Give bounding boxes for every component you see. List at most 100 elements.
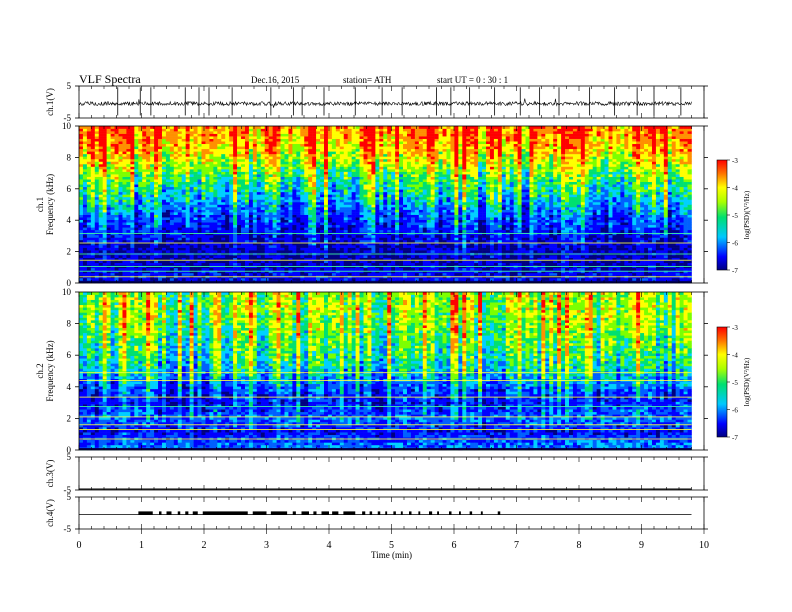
heatmap-cell — [292, 227, 297, 231]
heatmap-cell — [90, 237, 96, 241]
heatmap-cell — [248, 189, 254, 193]
heatmap-cell — [173, 184, 179, 188]
heatmap-cell — [185, 169, 190, 172]
heatmap-cell — [308, 131, 313, 134]
heatmap-cell — [213, 148, 218, 152]
heatmap-cell — [308, 133, 313, 137]
heatmap-cell — [284, 169, 289, 172]
heatmap-cell — [256, 133, 262, 137]
heatmap-cell — [339, 242, 345, 246]
heatmap-cell — [383, 169, 388, 172]
heatmap-cell — [150, 255, 155, 258]
heatmap-cell — [79, 146, 84, 150]
heatmap-cell — [122, 201, 127, 205]
heatmap-cell — [272, 171, 277, 175]
heatmap-cell — [379, 174, 384, 177]
heatmap-cell — [165, 148, 171, 152]
heatmap-cell — [233, 219, 238, 223]
heatmap-cell — [114, 181, 119, 185]
heatmap-cell — [387, 161, 392, 165]
heatmap-cell — [134, 133, 139, 137]
heatmap-cell — [79, 219, 84, 223]
heatmap-cell — [118, 239, 123, 243]
heatmap-cell — [335, 136, 341, 139]
heatmap-cell — [237, 158, 242, 162]
heatmap-cell — [158, 196, 163, 200]
heatmap-cell — [371, 194, 376, 198]
heatmap-cell — [304, 196, 309, 200]
heatmap-cell — [241, 156, 246, 160]
heatmap-cell — [375, 191, 380, 195]
heatmap-cell — [114, 204, 119, 208]
heatmap-cell — [335, 143, 341, 147]
heatmap-cell — [201, 186, 206, 190]
heatmap-cell — [320, 186, 325, 190]
heatmap-cell — [280, 131, 285, 134]
heatmap-cell — [300, 196, 305, 200]
heatmap-cell — [189, 212, 194, 215]
heatmap-cell — [110, 270, 115, 274]
heatmap-cell — [391, 245, 396, 248]
heatmap-cell — [256, 166, 262, 170]
heatmap-cell — [193, 250, 198, 253]
heatmap-cell — [154, 255, 159, 258]
heatmap-cell — [79, 143, 84, 147]
heatmap-cell — [106, 229, 111, 233]
heatmap-cell — [244, 158, 250, 162]
heatmap-cell — [102, 237, 107, 241]
heatmap-cell — [355, 201, 360, 205]
heatmap-cell — [134, 255, 139, 258]
heatmap-cell — [146, 224, 151, 228]
heatmap-cell — [391, 237, 396, 241]
heatmap-cell — [367, 239, 372, 243]
heatmap-cell — [209, 186, 214, 190]
heatmap-cell — [150, 196, 155, 200]
heatmap-cell — [102, 272, 107, 276]
heatmap-cell — [79, 277, 84, 281]
heatmap-cell — [181, 260, 186, 264]
heatmap-cell — [268, 262, 273, 266]
heatmap-cell — [284, 212, 289, 215]
heatmap-cell — [122, 217, 127, 220]
heatmap-cell — [177, 156, 183, 160]
heatmap-cell — [134, 257, 139, 261]
heatmap-cell — [173, 272, 179, 276]
heatmap-cell — [126, 131, 131, 134]
heatmap-cell — [189, 245, 194, 248]
heatmap-cell — [391, 207, 396, 210]
heatmap-cell — [158, 257, 163, 261]
heatmap-cell — [229, 169, 234, 172]
heatmap-cell — [260, 214, 266, 218]
heatmap-cell — [134, 242, 139, 246]
heatmap-cell — [217, 204, 222, 208]
heatmap-cell — [252, 126, 258, 129]
heatmap-cell — [280, 196, 285, 200]
heatmap-cell — [169, 247, 175, 251]
heatmap-cell — [86, 126, 92, 129]
heatmap-cell — [387, 138, 392, 142]
heatmap-cell — [387, 204, 392, 208]
heatmap-cell — [347, 237, 352, 241]
heatmap-cell — [355, 212, 360, 215]
heatmap-cell — [331, 143, 337, 147]
heatmap-cell — [110, 166, 115, 170]
heatmap-cell — [185, 272, 190, 276]
heatmap-cell — [138, 131, 143, 134]
heatmap-cell — [383, 136, 388, 139]
heatmap-cell — [320, 219, 325, 223]
heatmap-cell — [106, 131, 111, 134]
heatmap-cell — [169, 136, 175, 139]
heatmap-cell — [134, 163, 139, 167]
heatmap-cell — [387, 260, 392, 264]
heatmap-cell — [102, 214, 107, 218]
heatmap-cell — [280, 237, 285, 241]
heatmap-cell — [288, 143, 293, 147]
heatmap-cell — [324, 242, 329, 246]
heatmap-cell — [339, 250, 345, 253]
heatmap-cell — [154, 191, 159, 195]
heatmap-cell — [110, 184, 115, 188]
heatmap-cell — [288, 181, 293, 185]
heatmap-cell — [292, 222, 297, 226]
heatmap-cell — [316, 189, 321, 193]
heatmap-cell — [165, 146, 171, 150]
